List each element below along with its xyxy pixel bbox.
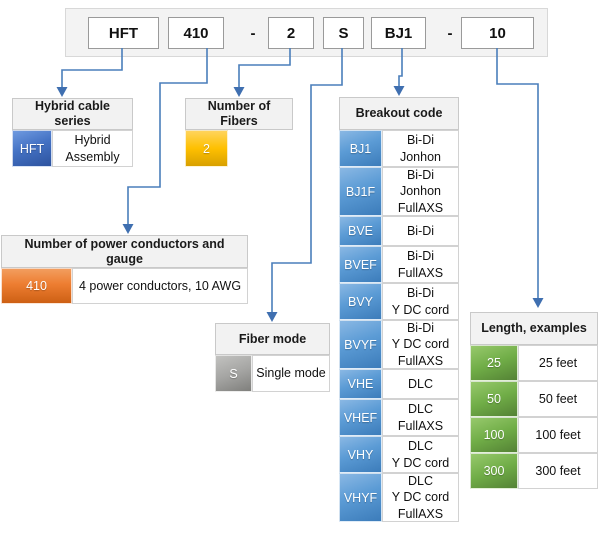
code-cell: VHE	[339, 369, 382, 399]
table-row: BJ1F Bi-Di Jonhon FullAXS	[339, 167, 459, 216]
desc-cell: 300 feet	[518, 453, 598, 489]
table-row: 410 4 power conductors, 10 AWG	[1, 268, 248, 304]
code-cell: 2	[185, 130, 228, 167]
code-cell: VHEF	[339, 399, 382, 436]
desc-cell: DLC Y DC cord FullAXS	[382, 473, 459, 522]
code-cell: BVEF	[339, 246, 382, 283]
table-row: VHY DLC Y DC cord	[339, 436, 459, 473]
desc-cell: Single mode	[252, 355, 330, 392]
section-breakout-code: Breakout code BJ1 Bi-Di Jonhon BJ1F Bi-D…	[339, 97, 459, 522]
table-row: VHEF DLC FullAXS	[339, 399, 459, 436]
table-row: BJ1 Bi-Di Jonhon	[339, 130, 459, 167]
part-code-bar: HFT 410 - 2 S BJ1 - 10	[65, 8, 548, 57]
desc-cell: 4 power conductors, 10 AWG	[72, 268, 248, 304]
part-segment-fibers: 2	[268, 17, 314, 49]
section-title: Fiber mode	[215, 323, 330, 355]
desc-cell: 25 feet	[518, 345, 598, 381]
section-title: Breakout code	[339, 97, 459, 130]
code-cell: HFT	[12, 130, 52, 167]
code-cell: VHYF	[339, 473, 382, 522]
part-segment-mode: S	[323, 17, 364, 49]
code-cell: 25	[470, 345, 518, 381]
table-row: 2	[185, 130, 293, 167]
desc-cell: 50 feet	[518, 381, 598, 417]
code-cell: BJ1	[339, 130, 382, 167]
desc-cell: 100 feet	[518, 417, 598, 453]
arrowhead-down-icon	[266, 312, 278, 322]
table-row: BVYF Bi-Di Y DC cord FullAXS	[339, 320, 459, 369]
section-length-examples: Length, examples 25 25 feet 50 50 feet 1…	[470, 312, 598, 489]
code-cell: VHY	[339, 436, 382, 473]
section-hybrid-cable-series: Hybrid cable series HFT Hybrid Assembly	[12, 98, 133, 167]
part-segment-length: 10	[461, 17, 534, 49]
part-segment-dash-1: -	[250, 24, 256, 42]
arrowhead-down-icon	[122, 224, 134, 234]
code-cell: BVYF	[339, 320, 382, 369]
code-cell: 100	[470, 417, 518, 453]
desc-cell: Bi-Di Jonhon	[382, 130, 459, 167]
code-cell: BVE	[339, 216, 382, 246]
section-number-of-fibers: Number of Fibers 2	[185, 98, 293, 167]
table-row: 25 25 feet	[470, 345, 598, 381]
desc-cell: Bi-Di Y DC cord	[382, 283, 459, 320]
desc-cell: DLC FullAXS	[382, 399, 459, 436]
arrowhead-down-icon	[56, 87, 68, 97]
connector-length	[496, 48, 539, 299]
desc-cell: Bi-Di Jonhon FullAXS	[382, 167, 459, 216]
connector-mode	[271, 48, 343, 313]
section-title: Hybrid cable series	[12, 98, 133, 130]
part-segment-breakout: BJ1	[371, 17, 426, 49]
desc-cell: DLC Y DC cord	[382, 436, 459, 473]
table-row: 100 100 feet	[470, 417, 598, 453]
part-segment-dash-2: -	[447, 24, 453, 42]
code-cell: 410	[1, 268, 72, 304]
table-row: VHYF DLC Y DC cord FullAXS	[339, 473, 459, 522]
table-row: 300 300 feet	[470, 453, 598, 489]
table-row: 50 50 feet	[470, 381, 598, 417]
desc-cell: Hybrid Assembly	[52, 130, 133, 167]
desc-cell: Bi-Di Y DC cord FullAXS	[382, 320, 459, 369]
table-row: HFT Hybrid Assembly	[12, 130, 133, 167]
table-row: BVY Bi-Di Y DC cord	[339, 283, 459, 320]
table-row: S Single mode	[215, 355, 330, 392]
code-cell: 300	[470, 453, 518, 489]
arrowhead-down-icon	[233, 87, 245, 97]
section-title: Length, examples	[470, 312, 598, 345]
table-row: VHE DLC	[339, 369, 459, 399]
table-row: BVEF Bi-Di FullAXS	[339, 246, 459, 283]
code-cell: 50	[470, 381, 518, 417]
desc-cell: Bi-Di FullAXS	[382, 246, 459, 283]
arrowhead-down-icon	[393, 86, 405, 96]
desc-cell: DLC	[382, 369, 459, 399]
code-cell: BVY	[339, 283, 382, 320]
part-segment-power: 410	[168, 17, 224, 49]
table-row: BVE Bi-Di	[339, 216, 459, 246]
arrowhead-down-icon	[532, 298, 544, 308]
section-title: Number of power conductors and gauge	[1, 235, 248, 268]
section-title: Number of Fibers	[185, 98, 293, 130]
desc-cell: Bi-Di	[382, 216, 459, 246]
code-cell: BJ1F	[339, 167, 382, 216]
part-segment-series: HFT	[88, 17, 159, 49]
section-power-conductors: Number of power conductors and gauge 410…	[1, 235, 248, 304]
section-fiber-mode: Fiber mode S Single mode	[215, 323, 330, 392]
code-cell: S	[215, 355, 252, 392]
